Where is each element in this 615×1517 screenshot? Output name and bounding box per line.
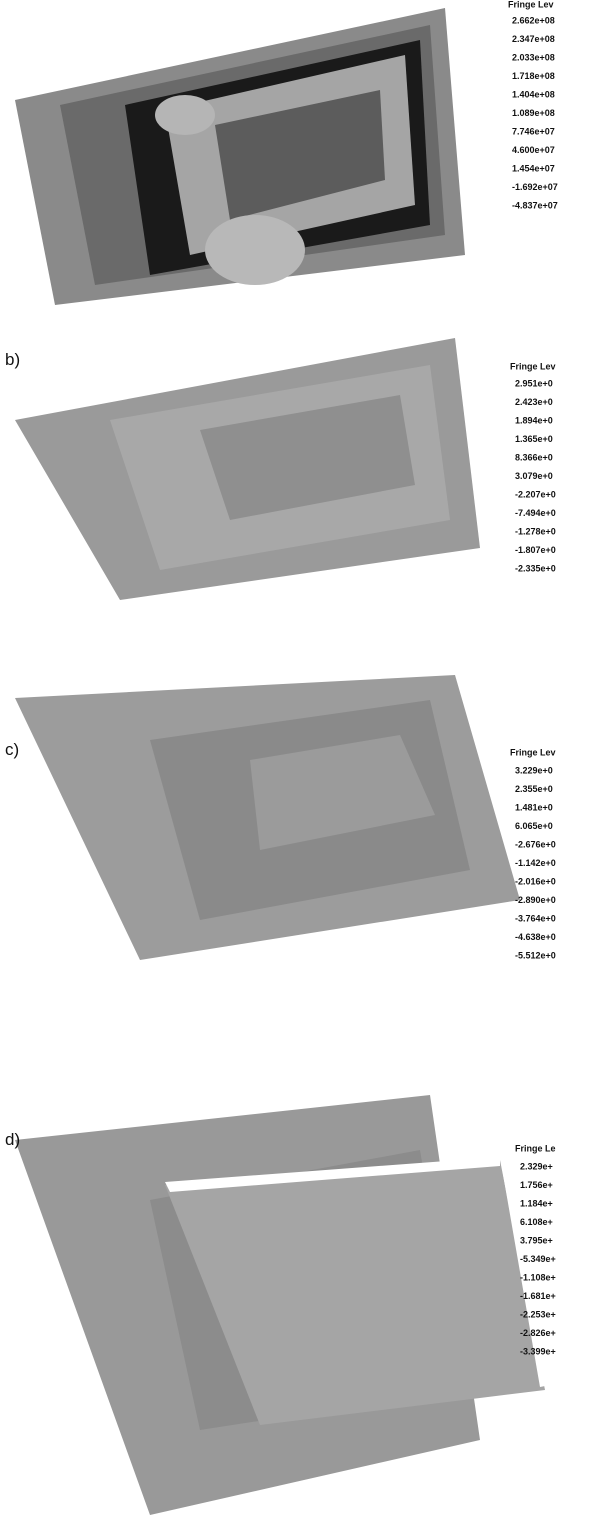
- legend-value: -5.512e+0: [515, 950, 556, 960]
- panel-label: d): [5, 1130, 20, 1149]
- legend-value: -2.890e+0: [515, 895, 556, 905]
- legend-value: 4.600e+07: [512, 145, 555, 155]
- legend-value: -2.016e+0: [515, 876, 556, 886]
- legend-value: 6.065e+0: [515, 821, 553, 831]
- legend-value: -4.638e+0: [515, 932, 556, 942]
- legend-title: Fringe Le: [515, 1143, 556, 1153]
- legend-value: -2.335e+0: [515, 563, 556, 573]
- legend-value: 1.481e+0: [515, 802, 553, 812]
- legend-value: 1.404e+08: [512, 89, 555, 99]
- plate-a: [15, 8, 465, 305]
- panel-label: b): [5, 350, 20, 369]
- legend-value: 2.951e+0: [515, 378, 553, 388]
- legend-value: 2.423e+0: [515, 397, 553, 407]
- legend-value: 3.079e+0: [515, 471, 553, 481]
- legend-value: 3.229e+0: [515, 765, 553, 775]
- legend-value: 1.756e+: [520, 1180, 553, 1190]
- legend-value: -1.681e+: [520, 1291, 556, 1301]
- plate-b: [15, 338, 480, 600]
- legend-value: 3.795e+: [520, 1235, 553, 1245]
- legend-value: 1.089e+08: [512, 108, 555, 118]
- legend-value: -2.676e+0: [515, 839, 556, 849]
- legend-title: Fringe Lev: [508, 0, 554, 9]
- legend-value: 1.718e+08: [512, 71, 555, 81]
- legend-title: Fringe Lev: [510, 361, 556, 371]
- legend-value: -1.807e+0: [515, 545, 556, 555]
- legend-value: -2.253e+: [520, 1309, 556, 1319]
- legend-value: -1.108e+: [520, 1272, 556, 1282]
- legend-value: 7.746e+07: [512, 126, 555, 136]
- legend-value: 2.347e+08: [512, 34, 555, 44]
- legend-value: 1.184e+: [520, 1198, 553, 1208]
- legend-value: -2.207e+0: [515, 489, 556, 499]
- legend-value: -1.142e+0: [515, 858, 556, 868]
- plate-d: [15, 1095, 550, 1515]
- legend-value: 2.033e+08: [512, 52, 555, 62]
- plate-c: [15, 675, 520, 960]
- legend-value: 6.108e+: [520, 1217, 553, 1227]
- legend-value: -3.399e+: [520, 1346, 556, 1356]
- legend-value: 2.329e+: [520, 1161, 553, 1171]
- legend-value: 8.366e+0: [515, 452, 553, 462]
- legend-value: 1.365e+0: [515, 434, 553, 444]
- legend-value: -5.349e+: [520, 1254, 556, 1264]
- panel-label: c): [5, 740, 19, 759]
- legend-title: Fringe Lev: [510, 747, 556, 757]
- legend-value: -2.826e+: [520, 1328, 556, 1338]
- figure: Fringe Lev 2.662e+08 2.347e+08 2.033e+08 1.7…: [0, 0, 615, 1517]
- page: {"panels": [ {"legend_title": "Fringe Le…: [0, 0, 615, 1517]
- legend-value: -3.764e+0: [515, 913, 556, 923]
- legend-value: 1.454e+07: [512, 163, 555, 173]
- legend-value: 2.662e+08: [512, 15, 555, 25]
- legend-value: -1.278e+0: [515, 526, 556, 536]
- legend-value: 2.355e+0: [515, 784, 553, 794]
- legend-value: -1.692e+07: [512, 182, 558, 192]
- legend-value: -7.494e+0: [515, 508, 556, 518]
- legend-value: 1.894e+0: [515, 415, 553, 425]
- legend-value: -4.837e+07: [512, 200, 558, 210]
